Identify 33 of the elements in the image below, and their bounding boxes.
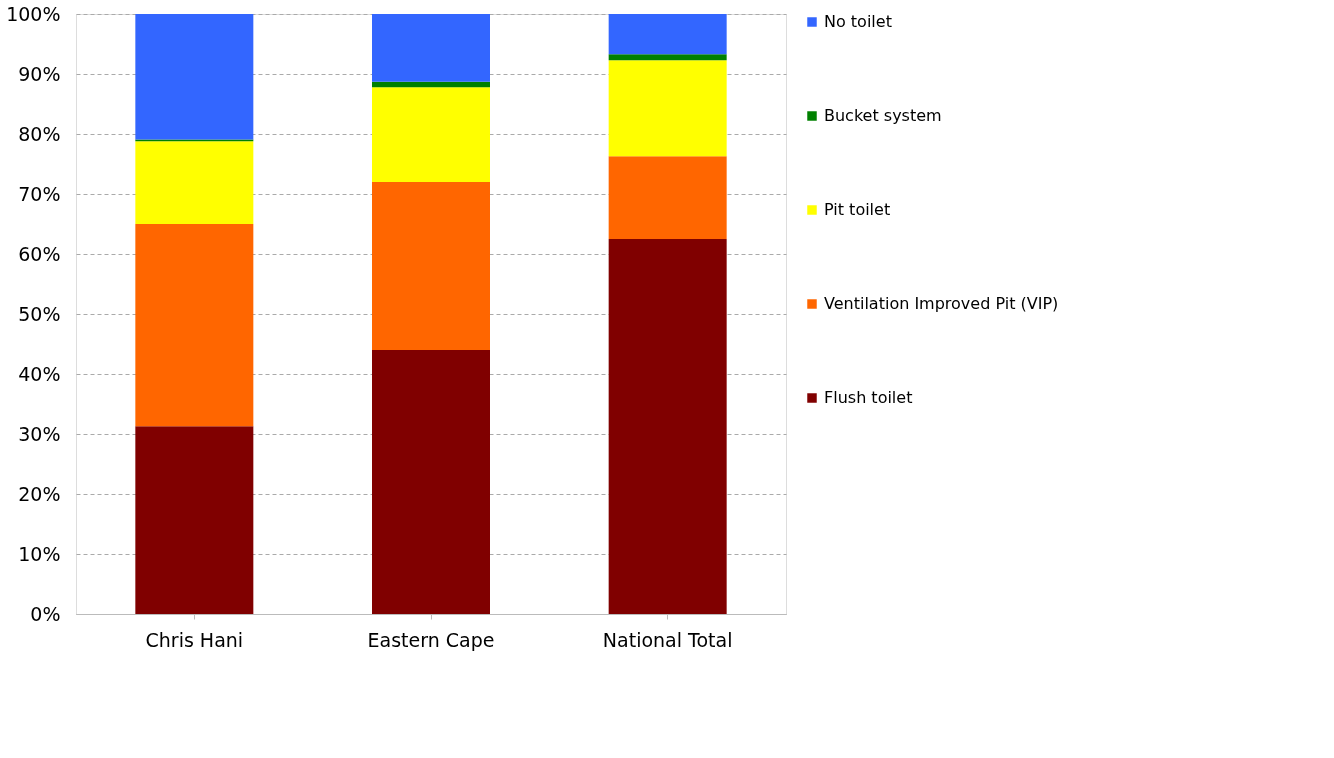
bar — [608, 54, 727, 61]
bar — [135, 426, 254, 614]
legend-label: Bucket system — [824, 106, 942, 125]
bar — [372, 182, 490, 350]
y-tick-label: 30% — [18, 422, 61, 445]
y-tick-label: 50% — [18, 302, 61, 325]
bar — [372, 350, 490, 614]
bar — [372, 87, 490, 182]
bar — [135, 14, 254, 140]
bar — [135, 224, 254, 427]
y-tick-label: 70% — [18, 182, 61, 205]
y-tick-label: 20% — [18, 482, 61, 505]
y-tick-label: 90% — [18, 62, 61, 85]
bar — [372, 81, 490, 88]
y-tick-label: 60% — [18, 242, 61, 265]
x-tick-label: Chris Hani — [145, 628, 244, 651]
y-tick-label: 80% — [18, 122, 61, 145]
y-tick-label: 0% — [30, 602, 61, 625]
legend-label: Pit toilet — [824, 200, 891, 219]
bar — [135, 141, 254, 224]
bar — [608, 156, 727, 239]
bar — [608, 239, 727, 614]
x-tick-label: National Total — [602, 628, 733, 651]
y-tick-label: 40% — [18, 362, 61, 385]
bar — [608, 60, 727, 157]
bar — [372, 14, 490, 82]
legend-label: No toilet — [824, 12, 892, 31]
y-tick-label: 10% — [18, 542, 61, 565]
legend-label: Ventilation Improved Pit (VIP) — [824, 294, 1059, 313]
bar — [608, 14, 727, 55]
y-tick-label: 100% — [6, 2, 61, 25]
legend-label: Flush toilet — [824, 388, 913, 407]
x-tick-label: Eastern Cape — [367, 628, 495, 651]
